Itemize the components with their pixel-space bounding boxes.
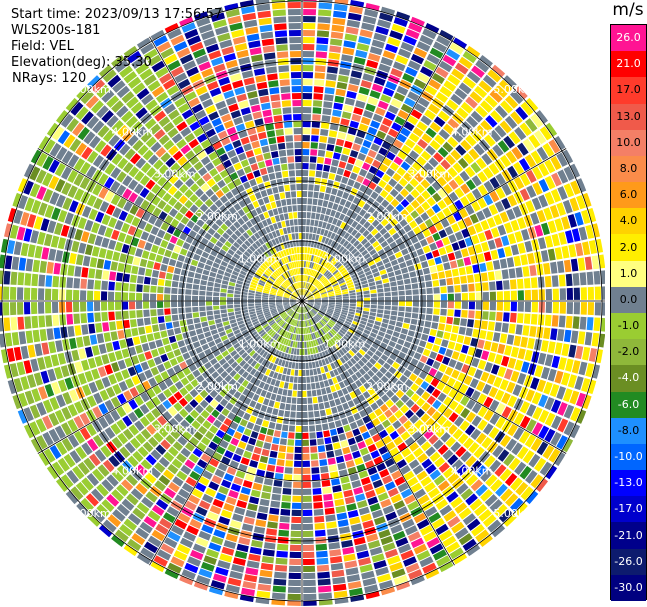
azimuth-spoke (149, 300, 303, 566)
colorbar-tick-label: 1.0 (619, 266, 638, 280)
velocity-rays (0, 0, 605, 606)
colorbar-segment (611, 365, 646, 393)
ring-label: 1.00km (239, 337, 281, 350)
colorbar-tick-label: -10.0 (614, 450, 643, 463)
colorbar-segment (611, 25, 646, 52)
ring-label: 5.00km (69, 507, 111, 520)
ring-label: 2.00km (366, 380, 408, 393)
colorbar-segment (611, 391, 646, 419)
colorbar-tick-label: -13.0 (614, 476, 643, 490)
azimuth-spoke (301, 148, 567, 302)
colorbar-segment (611, 313, 646, 340)
colorbar-tick-label: -2.0 (617, 345, 640, 359)
colorbar-segment (611, 103, 646, 131)
colorbar-tick-label: -6.0 (617, 397, 640, 411)
azimuth-spoke (301, 300, 455, 566)
colorbar-tick-label: -17.0 (614, 502, 643, 516)
colorbar-tick-label: 17.0 (616, 83, 641, 97)
ring-label: 3.00km (408, 422, 450, 435)
colorbar-segment (611, 129, 646, 157)
colorbar-tick-label: -21.0 (614, 528, 643, 542)
colorbar-segment (611, 182, 646, 209)
nrays-label: NRays: 120 (12, 71, 87, 86)
azimuth-spoke (301, 36, 455, 302)
ring-label: 2.00km (366, 210, 408, 223)
colorbar-segment (611, 417, 646, 445)
colorbar: 26.0 21.0 17.0 13.0 10.0 8.0 6.0 4.0 2.0 1.0 0.0 -1… (610, 24, 647, 602)
ring-label: 5.00km (493, 83, 535, 96)
colorbar-tick-label: 13.0 (616, 109, 641, 123)
colorbar-tick-label: 0.0 (619, 292, 638, 306)
ring-label: 3.00km (154, 168, 196, 181)
ring-label: 1.00km (324, 337, 366, 350)
ring-label: 4.00km (451, 125, 493, 138)
ppi-plot: 1.00km 1.00km 1.00km 1.00km 2.00km 2.00km 2.00… (0, 0, 605, 606)
colorbar-tick-label: -26.0 (614, 554, 643, 568)
colorbar-tick-label: -1.0 (617, 319, 640, 333)
azimuth-spoke (37, 300, 303, 454)
start-time-label: Start time: 2023/09/13 17:56:57 (11, 7, 223, 22)
range-grid: 1.00km 1.00km 1.00km 1.00km 2.00km 2.00km 2.00… (0, 0, 605, 606)
colorbar-segment (611, 234, 646, 262)
colorbar-segment (611, 339, 646, 366)
colorbar-tick-label: 4.0 (619, 214, 638, 228)
colorbar-unit: m/s (612, 0, 644, 20)
azimuth-spoke (301, 300, 567, 454)
instrument-label: WLS200s-181 (11, 23, 101, 38)
colorbar-tick-label: 8.0 (619, 162, 638, 175)
colorbar-segment (611, 522, 646, 550)
azimuth-spoke (37, 148, 303, 302)
colorbar-segment (611, 574, 646, 602)
ring-label: 4.00km (451, 465, 493, 478)
colorbar-tick-label: 10.0 (616, 135, 641, 149)
ring-label: 1.00km (239, 253, 281, 266)
colorbar-segment (611, 496, 646, 523)
colorbar-tick-label: 26.0 (616, 31, 641, 45)
colorbar-tick-label: -30.0 (614, 580, 643, 594)
ring-label: 3.00km (408, 168, 450, 181)
colorbar-tick-label: -8.0 (617, 423, 640, 437)
ring-label: 2.00km (196, 380, 238, 393)
colorbar-segment (611, 286, 646, 314)
colorbar-segment (611, 208, 646, 235)
ring-label: 4.00km (112, 465, 154, 478)
colorbar-segment (611, 548, 646, 576)
colorbar-tick-label: -4.0 (617, 371, 640, 385)
field-label: Field: VEL (11, 39, 74, 54)
colorbar-segment (611, 77, 646, 105)
colorbar-segment (611, 155, 646, 183)
ring-label: 4.00km (112, 125, 154, 138)
ring-label: 5.00km (493, 507, 535, 520)
metadata-block: Start time: 2023/09/13 17:56:57 WLS200s-… (11, 7, 222, 71)
colorbar-tick-label: 2.0 (619, 240, 638, 254)
ring-label: 3.00km (154, 422, 196, 435)
ring-label: 1.00km (324, 253, 366, 266)
colorbar-tick-label: 21.0 (616, 57, 641, 71)
ring-label: 5.00km (69, 83, 111, 96)
ring-label: 2.00km (196, 210, 238, 223)
azimuth-spoke (149, 36, 303, 302)
colorbar-segment (611, 51, 646, 78)
colorbar-tick-label: 6.0 (619, 188, 638, 202)
colorbar-segment (611, 470, 646, 497)
colorbar-segment (611, 443, 646, 471)
elevation-label: Elevation(deg): 35.30 (11, 55, 152, 70)
colorbar-segment (611, 260, 646, 288)
